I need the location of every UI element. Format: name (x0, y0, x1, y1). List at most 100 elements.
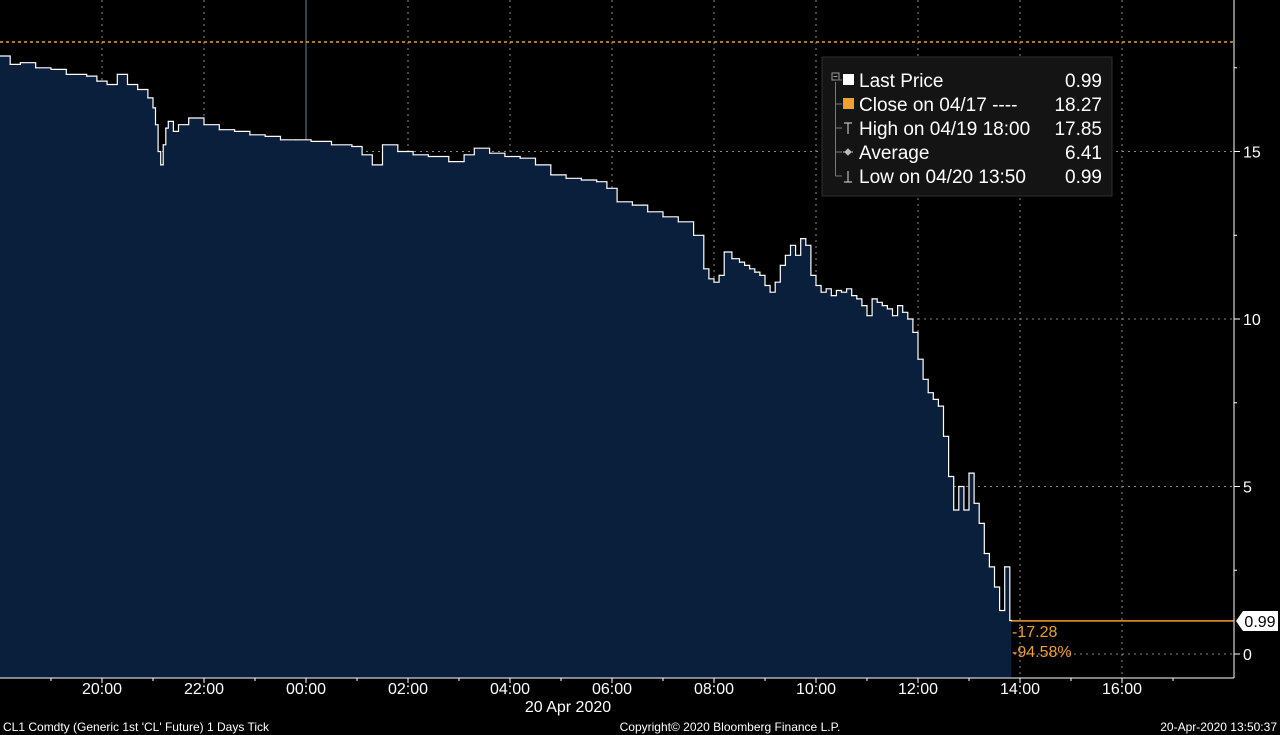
last-price-tag-shape (1236, 611, 1278, 631)
price-point (1009, 619, 1011, 622)
price-point (805, 244, 807, 246)
price-area (0, 56, 1012, 678)
y-axis-ticks: 0 5 10 15 (1234, 67, 1261, 664)
legend-box: Last Price 0.99 Close on 04/17 ---- 18.27 Hi… (821, 56, 1113, 197)
price-point (846, 288, 848, 290)
price-point (606, 187, 608, 189)
price-point (789, 244, 792, 246)
price-point (871, 298, 873, 300)
price-point (769, 291, 771, 293)
price-point (616, 201, 618, 203)
price-point (912, 331, 914, 333)
price-point (188, 117, 190, 119)
price-point (973, 502, 975, 504)
legend-label-4: Low on 04/20 13:50 (859, 167, 1026, 188)
price-point (744, 264, 746, 266)
price-point (165, 127, 167, 129)
legend-label-0: Last Price (859, 71, 943, 92)
price-point (9, 63, 11, 65)
price-point (279, 139, 282, 141)
price-point (983, 552, 985, 555)
price-point (137, 88, 139, 91)
price-point (937, 405, 940, 407)
price-point (160, 164, 162, 166)
price-point (927, 392, 929, 394)
price-point (907, 318, 909, 320)
price-point (504, 155, 506, 158)
legend-value-4: 0.99 (1065, 167, 1102, 188)
price-point (749, 268, 751, 270)
x-tick-label-6: 08:00 (694, 681, 734, 698)
price-point (50, 68, 52, 70)
price-point (718, 274, 720, 276)
price-point (861, 305, 863, 307)
price-point (922, 378, 924, 380)
price-point (126, 83, 129, 86)
footer-timestamp: 20-Apr-2020 13:50:37 (1160, 720, 1277, 734)
price-point (489, 152, 491, 154)
legend-label-3: Average (859, 143, 929, 164)
price-point (759, 274, 761, 276)
legend-average-icon (843, 148, 853, 156)
price-point (218, 129, 220, 131)
price-point (106, 83, 108, 86)
price-point (708, 278, 710, 280)
price-point (999, 609, 1001, 612)
price-point (264, 135, 266, 137)
price-point (779, 264, 781, 266)
price-point (65, 73, 67, 75)
price-point (948, 475, 950, 478)
price-point (891, 315, 894, 317)
price-point (550, 174, 552, 176)
price-point (795, 254, 797, 256)
price-point (147, 97, 149, 99)
price-point (942, 435, 945, 437)
price-point (1004, 566, 1006, 568)
price-point (917, 358, 919, 360)
price-point (565, 177, 567, 179)
y-tick-label-15: 15 (1243, 145, 1261, 162)
price-point (856, 298, 858, 300)
price-point (427, 155, 429, 158)
y-tick-label-5: 5 (1243, 480, 1252, 497)
legend-entries: Last Price 0.99 Close on 04/17 ---- 18.27 Hi… (831, 71, 1102, 188)
price-point (820, 291, 822, 293)
price-point (580, 179, 583, 181)
price-point (840, 291, 843, 293)
footer-copyright: Copyright© 2020 Bloomberg Finance L.P. (620, 720, 841, 734)
price-point (958, 485, 960, 488)
last-price-tag-label: 0.99 (1244, 614, 1275, 631)
price-point (866, 315, 868, 317)
price-point (596, 181, 598, 183)
price-point (886, 308, 889, 310)
price-point (86, 75, 88, 77)
price-point (810, 274, 812, 276)
footer-security-label: CL1 Comdty (Generic 1st 'CL' Future) 1 D… (3, 720, 270, 734)
price-point (851, 295, 853, 297)
price-point (988, 566, 991, 568)
price-point (172, 130, 174, 132)
price-point (774, 281, 776, 283)
x-tick-label-5: 06:00 (592, 681, 632, 698)
price-point (963, 509, 965, 511)
legend-background (821, 56, 1113, 197)
price-point (1010, 620, 1012, 622)
y-tick-label-0: 0 (1243, 647, 1252, 664)
price-point (167, 120, 169, 122)
price-point (534, 164, 537, 166)
price-points (0, 55, 1012, 622)
price-point (825, 288, 827, 290)
y-tick-label-10: 10 (1243, 312, 1261, 329)
price-point (157, 150, 159, 153)
price-point (330, 144, 333, 146)
legend-label-1: Close on 04/17 ---- (859, 95, 1017, 116)
price-point (519, 157, 521, 159)
price-point (162, 144, 164, 146)
price-point (881, 305, 883, 307)
price-point (75, 73, 78, 75)
price-point (738, 261, 741, 263)
price-point (234, 130, 236, 132)
legend-square-white-icon (843, 74, 854, 85)
price-point (177, 124, 180, 126)
